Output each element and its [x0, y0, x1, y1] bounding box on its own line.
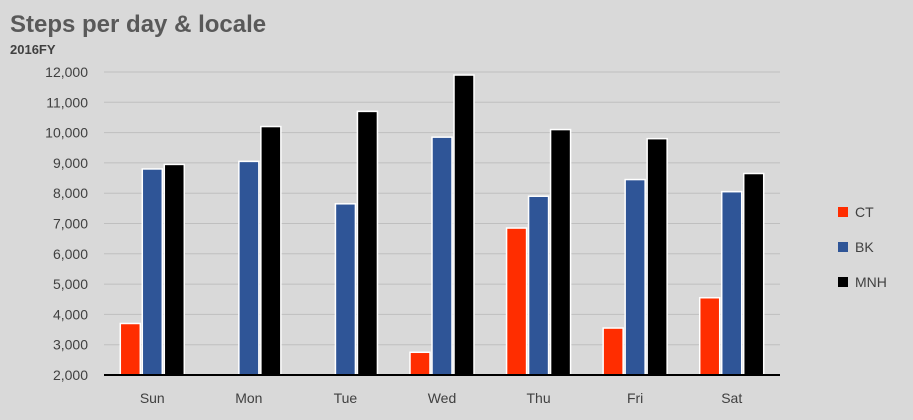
y-tick-label: 4,000: [53, 306, 88, 322]
bar-ct: [409, 351, 431, 376]
bar-bk: [334, 203, 357, 376]
y-tick-label: 12,000: [45, 64, 88, 80]
bar-bk: [238, 160, 260, 376]
y-tick-label: 11,000: [46, 94, 88, 110]
bar-mnh: [260, 125, 282, 376]
bar-bk: [720, 190, 743, 376]
bar-ct: [602, 327, 624, 376]
x-tick-label: Mon: [235, 390, 262, 406]
y-tick-label: 10,000: [45, 125, 88, 141]
y-tick-label: 5,000: [53, 276, 88, 292]
y-tick-label: 3,000: [53, 337, 88, 353]
bar-mnh: [356, 110, 379, 376]
bar-bk: [141, 168, 164, 376]
bar-mnh: [549, 128, 572, 376]
x-axis: Sun Mon Tue Wed Thu Fri Sat: [104, 374, 780, 406]
bar-ct: [698, 296, 721, 376]
chart-subtitle: 2016FY: [10, 42, 56, 57]
bars: [119, 74, 765, 376]
legend-swatch-bk: [838, 242, 848, 252]
y-tick-label: 6,000: [53, 246, 88, 262]
bar-bk: [624, 178, 646, 376]
x-tick-label: Wed: [428, 390, 457, 406]
bar-bk: [527, 195, 550, 376]
x-tick-label: Fri: [627, 390, 643, 406]
x-tick-label: Thu: [527, 390, 551, 406]
chart-title: Steps per day & locale: [10, 11, 266, 38]
legend: CT BK MNH: [838, 204, 887, 290]
x-tick-label: Sun: [140, 390, 165, 406]
x-tick-label: Tue: [334, 390, 358, 406]
legend-label-ct: CT: [855, 204, 874, 220]
legend-label-bk: BK: [855, 239, 874, 255]
bar-mnh: [453, 74, 475, 376]
bar-ct: [119, 322, 142, 376]
x-tick-label: Sat: [721, 390, 742, 406]
legend-swatch-ct: [838, 207, 848, 217]
y-tick-label: 2,000: [53, 367, 88, 383]
bar-bk: [431, 136, 453, 376]
y-tick-label: 7,000: [53, 216, 88, 232]
legend-label-mnh: MNH: [855, 274, 887, 290]
y-tick-label: 8,000: [53, 185, 88, 201]
y-tick-label: 9,000: [53, 155, 88, 171]
legend-swatch-mnh: [838, 277, 848, 287]
bar-ct: [505, 227, 528, 376]
bar-mnh: [646, 137, 668, 376]
y-axis: 2,000 3,000 4,000 5,000 6,000 7,000 8,000 9,000…: [45, 64, 88, 383]
bar-mnh: [742, 172, 765, 376]
bar-mnh: [163, 163, 186, 376]
